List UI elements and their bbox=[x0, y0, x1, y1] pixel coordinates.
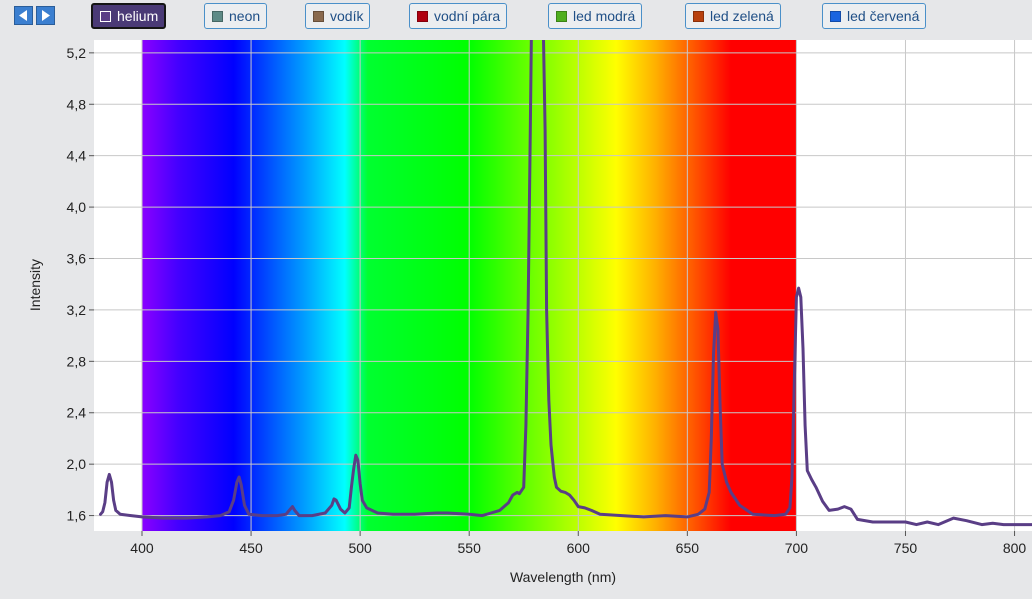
y-tick-label: 4,8 bbox=[67, 96, 87, 112]
legend-item-vodni-para[interactable]: vodní pára bbox=[409, 3, 508, 29]
legend-swatch bbox=[417, 10, 428, 22]
series-layer bbox=[99, 40, 1032, 527]
y-tick-label: 4,0 bbox=[67, 199, 87, 215]
legend-label: vodní pára bbox=[434, 8, 501, 24]
y-tick-label: 1,6 bbox=[67, 508, 87, 524]
visible-spectrum-band bbox=[141, 40, 797, 531]
y-tick-label: 3,2 bbox=[67, 302, 87, 318]
y-tick-label: 4,4 bbox=[67, 148, 87, 164]
x-tick-label: 700 bbox=[785, 540, 809, 556]
x-axis-title: Wavelength (nm) bbox=[510, 569, 616, 585]
spectrum-band-blue bbox=[141, 40, 470, 531]
x-tick-label: 400 bbox=[130, 540, 154, 556]
x-tick-label: 550 bbox=[458, 540, 482, 556]
legend-swatch bbox=[212, 10, 223, 22]
x-tick-label: 750 bbox=[894, 540, 918, 556]
toolbar: helium neon vodík vodní pára led modrá l… bbox=[0, 0, 1032, 36]
next-button[interactable] bbox=[36, 6, 55, 25]
legend-swatch bbox=[556, 10, 567, 22]
x-axis-ticks: 400 450 500 550 600 650 700 750 800 bbox=[130, 531, 1026, 556]
legend-label: vodík bbox=[330, 8, 364, 24]
spectrum-band-red bbox=[468, 40, 797, 531]
grid bbox=[94, 40, 1032, 531]
legend-item-neon[interactable]: neon bbox=[204, 3, 268, 29]
legend-item-led-zelena[interactable]: led zelená bbox=[685, 3, 781, 29]
y-tick-label: 2,4 bbox=[67, 405, 87, 421]
y-axis-ticks: 1,6 2,0 2,4 2,8 3,2 3,6 4,0 4,4 4,8 5,2 bbox=[67, 45, 94, 524]
legend-label: led zelená bbox=[710, 8, 774, 24]
legend-item-led-cervena[interactable]: led červená bbox=[822, 3, 927, 29]
legend-swatch bbox=[693, 10, 704, 22]
y-tick-label: 3,6 bbox=[67, 251, 87, 267]
y-tick-label: 2,0 bbox=[67, 456, 87, 472]
y-axis-title: Intensity bbox=[27, 259, 43, 311]
legend-swatch bbox=[830, 10, 841, 22]
y-tick-label: 5,2 bbox=[67, 45, 87, 61]
legend-swatch bbox=[100, 10, 111, 22]
x-tick-label: 650 bbox=[676, 540, 700, 556]
legend-item-led-modra[interactable]: led modrá bbox=[548, 3, 643, 29]
triangle-left-icon bbox=[19, 10, 27, 21]
previous-button[interactable] bbox=[14, 6, 33, 25]
triangle-right-icon bbox=[42, 10, 50, 21]
legend-item-helium[interactable]: helium bbox=[91, 3, 167, 29]
legend-swatch bbox=[313, 10, 324, 22]
x-tick-label: 800 bbox=[1003, 540, 1027, 556]
legend-label: helium bbox=[117, 8, 159, 24]
legend-label: led červená bbox=[847, 8, 920, 24]
legend-label: neon bbox=[229, 8, 261, 24]
y-tick-label: 2,8 bbox=[67, 353, 87, 369]
series-line-helium bbox=[99, 40, 1032, 527]
x-tick-label: 450 bbox=[239, 540, 263, 556]
legend-label: led modrá bbox=[573, 8, 636, 24]
x-tick-label: 500 bbox=[348, 540, 372, 556]
x-tick-label: 600 bbox=[567, 540, 591, 556]
legend-item-vodik[interactable]: vodík bbox=[305, 3, 371, 29]
